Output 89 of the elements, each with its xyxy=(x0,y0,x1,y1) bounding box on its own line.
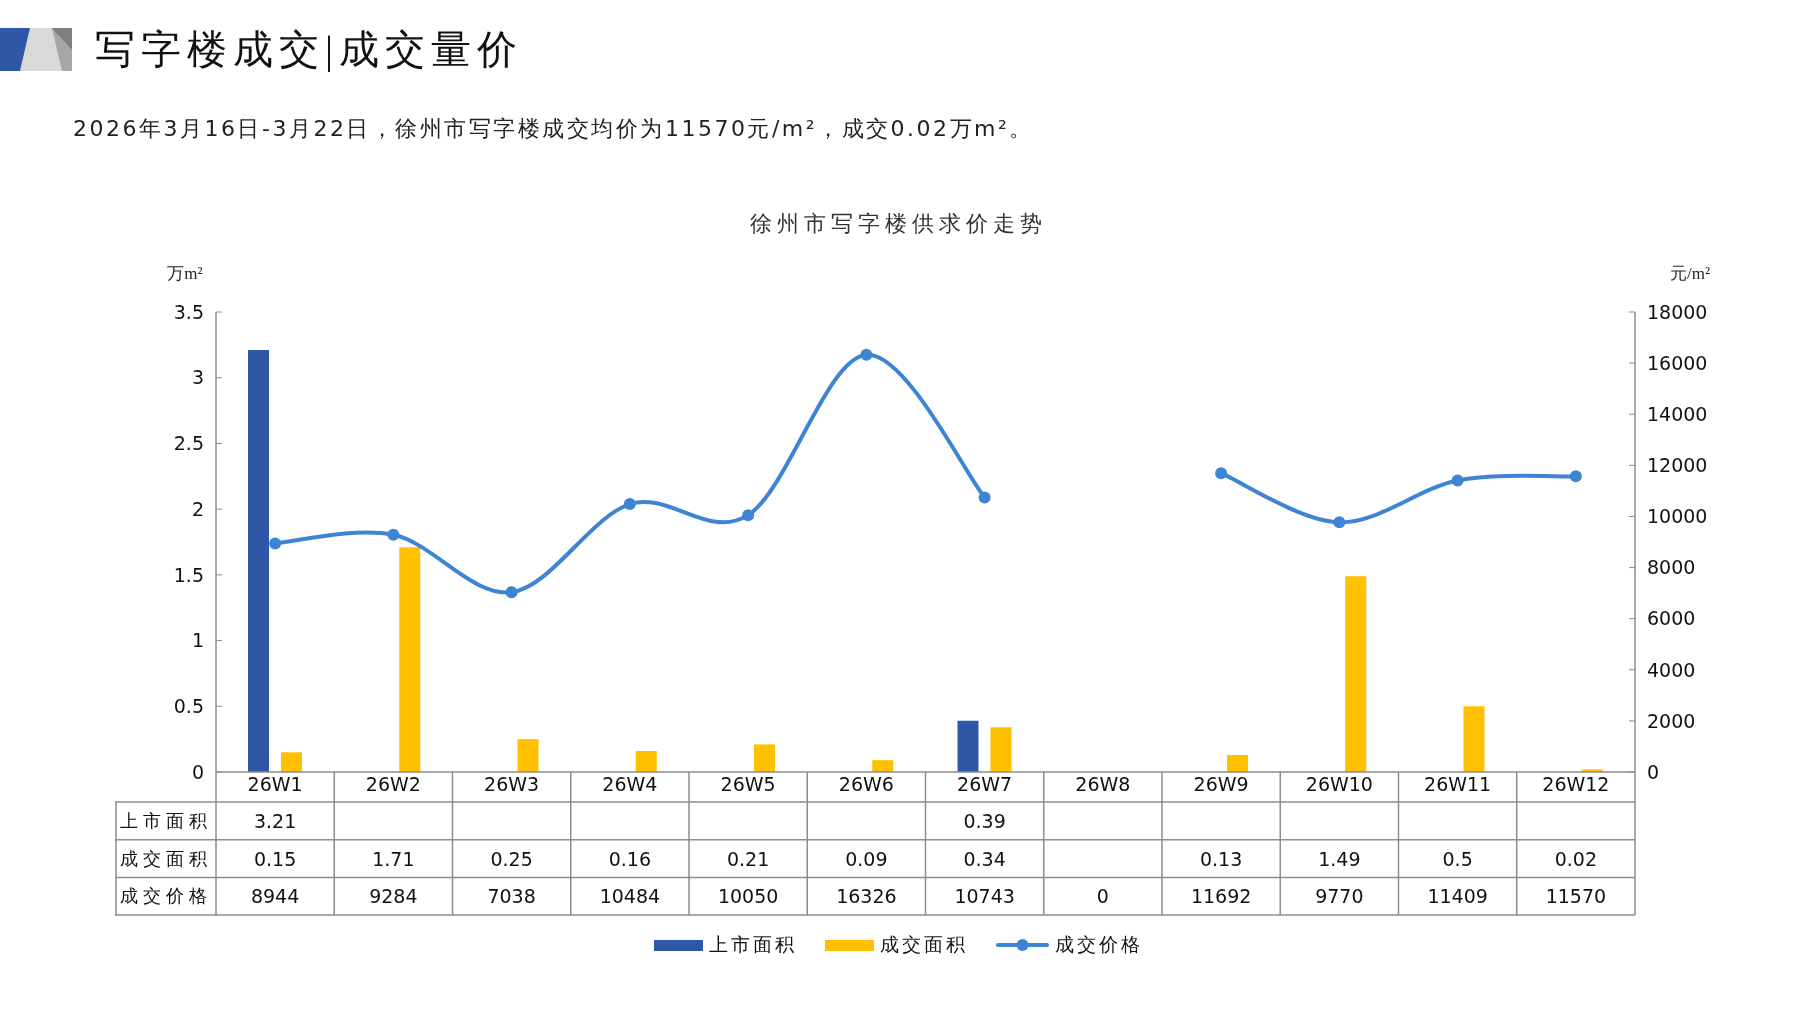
text: 上市面积 xyxy=(119,810,212,831)
point xyxy=(860,348,873,361)
x-tick-label: 26W11 xyxy=(1424,773,1492,796)
y2-tick-label: 2000 xyxy=(1647,709,1696,732)
data-label: 9284 xyxy=(369,885,418,908)
y-tick-label: 3 xyxy=(191,366,204,389)
text: 2026年3月16日-3月22日，徐州市写字楼成交均价为11570元/m²，成交0.02万m²。 xyxy=(73,116,1034,141)
x-tick-label: 26W2 xyxy=(365,773,421,796)
x-tick-label: 26W8 xyxy=(1075,773,1131,796)
y-tick-label: 3.5 xyxy=(173,300,204,323)
bar xyxy=(517,739,539,772)
bar xyxy=(990,727,1012,772)
point xyxy=(1333,516,1346,529)
data-label: 0.25 xyxy=(490,847,533,870)
x-tick-label: 26W5 xyxy=(720,773,776,796)
y-tick-label: 2 xyxy=(191,497,204,520)
data-label: 10050 xyxy=(717,885,779,908)
data-label: 1.71 xyxy=(372,847,415,870)
bar xyxy=(754,744,775,772)
data-label: 16326 xyxy=(836,885,897,908)
x-tick-label: 26W10 xyxy=(1305,773,1373,796)
y-tick-label: 1 xyxy=(191,629,204,652)
x-tick-label: 26W12 xyxy=(1542,773,1610,796)
text: 成交面积 xyxy=(119,848,212,869)
y-axis-title: 万m² xyxy=(167,264,203,283)
bar xyxy=(1463,706,1485,772)
bar xyxy=(1227,754,1248,772)
data-label: 10484 xyxy=(599,885,661,908)
data-label: 0.02 xyxy=(1554,847,1598,870)
point xyxy=(1569,470,1582,483)
x-tick-label: 26W1 xyxy=(247,773,303,796)
chart-title: 徐州市写字楼供求价走势 xyxy=(750,211,1047,236)
y-tick-label: 2.5 xyxy=(173,432,204,455)
point xyxy=(269,537,282,550)
text: 0 xyxy=(1096,885,1109,908)
data-label: 1.49 xyxy=(1318,847,1361,870)
y-tick-label: 0.5 xyxy=(173,695,204,718)
data-label: 0.34 xyxy=(963,847,1006,870)
data-label: 0.16 xyxy=(608,847,652,870)
legend-label: 上市面积 xyxy=(709,934,797,955)
data-label: 0.15 xyxy=(253,847,297,870)
x-tick-label: 26W4 xyxy=(602,773,658,796)
point xyxy=(505,586,518,599)
data-label: 0.39 xyxy=(963,809,1006,832)
y2-tick-label: 8000 xyxy=(1647,556,1696,579)
data-label: 8944 xyxy=(250,885,300,908)
data-label: 0.13 xyxy=(1199,847,1243,870)
point xyxy=(742,509,755,522)
y2-tick-label: 4000 xyxy=(1647,658,1696,681)
x-tick-label: 26W6 xyxy=(838,773,894,796)
data-label: 0.09 xyxy=(845,847,888,870)
data-label: 9770 xyxy=(1315,885,1364,908)
point xyxy=(1215,467,1228,480)
bar xyxy=(281,752,302,772)
x-tick-label: 26W3 xyxy=(484,773,540,796)
bar xyxy=(1345,576,1367,772)
bar xyxy=(872,760,894,772)
legend-label: 成交价格 xyxy=(1055,934,1143,955)
bar xyxy=(957,720,979,772)
legend-label: 成交面积 xyxy=(880,934,968,955)
y-tick-label: 1.5 xyxy=(173,563,204,586)
y2-tick-label: 12000 xyxy=(1647,454,1708,477)
data-label: 11409 xyxy=(1427,885,1488,908)
x-tick-label: 26W7 xyxy=(957,773,1013,796)
y2-tick-label: 10000 xyxy=(1647,505,1708,528)
point xyxy=(1451,474,1464,487)
data-label: 3.21 xyxy=(253,809,297,832)
data-label: 11692 xyxy=(1190,885,1252,908)
y2-axis-title: 元/m² xyxy=(1669,264,1711,283)
x-tick-label: 26W9 xyxy=(1193,773,1249,796)
y2-tick-label: 6000 xyxy=(1647,607,1696,630)
y2-tick-label: 14000 xyxy=(1647,402,1708,425)
y2-tick-label: 18000 xyxy=(1647,300,1708,323)
data-label: 11570 xyxy=(1545,885,1607,908)
text: 成交价格 xyxy=(119,886,212,907)
point xyxy=(978,491,991,504)
bar xyxy=(635,750,657,772)
text: 写字楼成交|成交量价 xyxy=(95,27,524,72)
point xyxy=(623,498,636,511)
data-label: 10743 xyxy=(954,885,1015,908)
bar xyxy=(399,547,421,772)
y2-tick-label: 0 xyxy=(1647,760,1660,783)
data-label: 0.21 xyxy=(726,847,770,870)
data-label: 0.5 xyxy=(1442,847,1473,870)
bar xyxy=(248,350,269,772)
y2-tick-label: 16000 xyxy=(1647,351,1708,374)
y-tick-label: 0 xyxy=(191,760,204,783)
point xyxy=(387,528,400,541)
data-label: 7038 xyxy=(487,885,536,908)
